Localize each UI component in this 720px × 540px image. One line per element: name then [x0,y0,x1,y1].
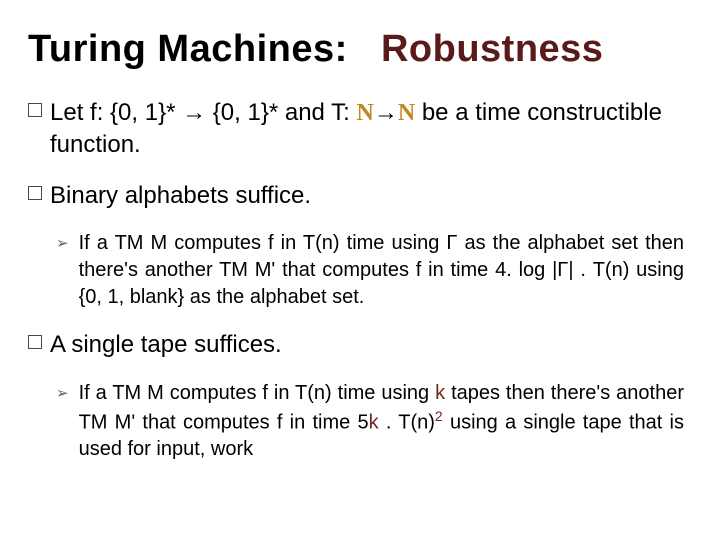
sub-bullet-3-text: If a TM M computes f in T(n) time using … [79,380,684,464]
var-k: k [435,382,445,404]
arrow-icon: → [374,97,398,129]
sub-bullet-2: ➢ If a TM M computes f in T(n) time usin… [56,230,684,311]
checkbox-icon [28,186,42,200]
triangle-icon: ➢ [56,234,69,252]
sub-bullet-3: ➢ If a TM M computes f in T(n) time usin… [56,380,684,464]
slide-title: Turing Machines: Robustness [28,28,692,71]
sub3-p3: . T(n) [379,411,435,433]
natural-n: N [398,100,415,126]
bullet-3-text: A single tape suffices. [50,329,282,361]
title-word-1: Turing Machines: [28,28,348,70]
natural-n: N [356,100,373,126]
arrow-icon: → [182,97,206,129]
var-k: k [369,411,379,433]
bullet-1-prefix: Let f: {0, 1}* [50,99,182,126]
bullet-1-mid: {0, 1}* and T: [206,99,356,126]
triangle-icon: ➢ [56,384,69,402]
sub3-p1: If a TM M computes f in T(n) time using [79,382,436,404]
bullet-1: Let f: {0, 1}* → {0, 1}* and T: N →N be … [28,97,692,162]
checkbox-icon [28,103,42,117]
sub-bullet-2-text: If a TM M computes f in T(n) time using … [79,230,684,311]
title-word-2: Robustness [381,28,603,70]
bullet-2: Binary alphabets suffice. [28,180,692,212]
bullet-1-text: Let f: {0, 1}* → {0, 1}* and T: N →N be … [50,97,692,162]
bullet-2-text: Binary alphabets suffice. [50,180,311,212]
exponent-2: 2 [435,408,443,424]
bullet-3: A single tape suffices. [28,329,692,361]
checkbox-icon [28,335,42,349]
